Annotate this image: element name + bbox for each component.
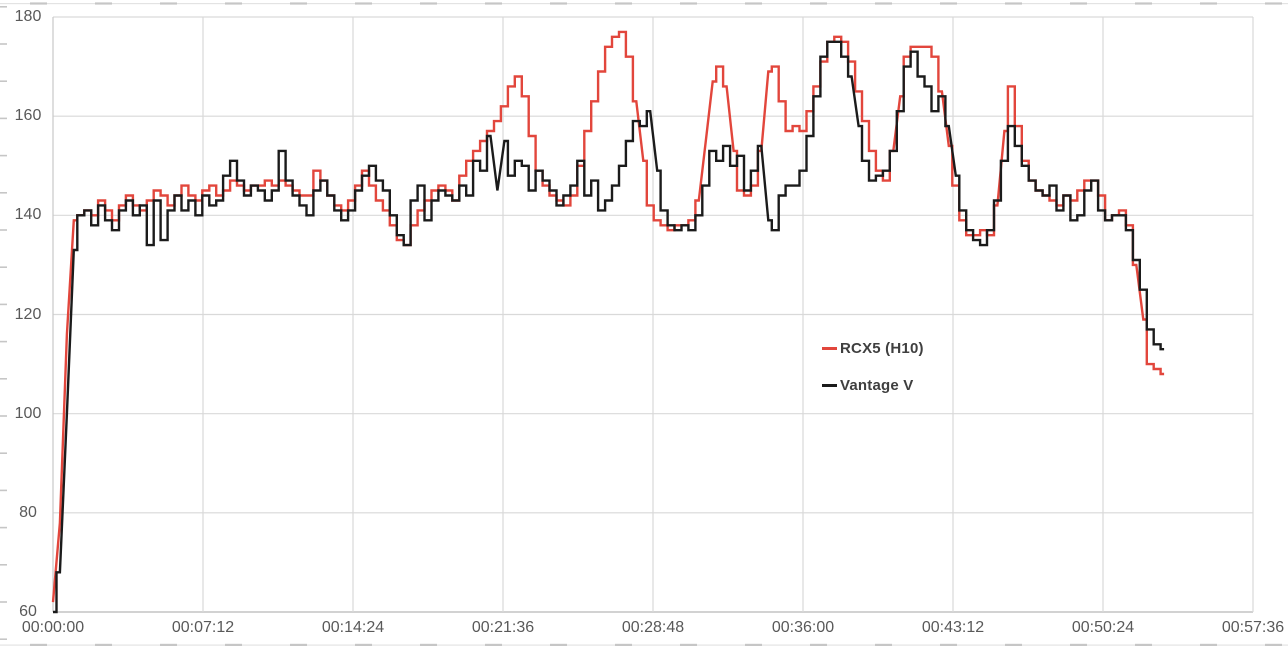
sheet-column-tick xyxy=(680,643,697,646)
sheet-column-tick xyxy=(745,2,762,5)
sheet-column-tick xyxy=(810,643,827,646)
sheet-column-tick xyxy=(290,2,307,5)
sheet-column-tick xyxy=(225,2,242,5)
sheet-column-tick xyxy=(95,2,112,5)
sheet-row-tick xyxy=(0,80,7,82)
sheet-column-tick xyxy=(875,643,892,646)
sheet-column-tick xyxy=(550,2,567,5)
sheet-row-tick xyxy=(0,564,7,566)
sheet-row-tick xyxy=(0,117,7,120)
sheet-column-tick xyxy=(420,2,437,5)
sheet-column-tick xyxy=(1070,643,1087,646)
x-axis-label-4: 00:28:48 xyxy=(621,619,685,636)
x-axis-label-7: 00:50:24 xyxy=(1071,619,1135,636)
y-axis-label-80: 80 xyxy=(19,503,37,521)
sheet-column-tick xyxy=(1135,2,1152,5)
sheet-row-tick xyxy=(0,266,7,268)
sheet-column-tick xyxy=(550,643,567,646)
sheet-top-gridline xyxy=(0,3,1288,5)
sheet-row-tick xyxy=(0,601,7,603)
y-axis-label-180: 180 xyxy=(14,8,42,25)
x-axis-label-1: 00:07:12 xyxy=(171,619,235,636)
legend-swatch-rcx5-h10-icon xyxy=(822,347,837,350)
legend-item-rcx5-h10: RCX5 (H10) xyxy=(822,330,924,367)
sheet-row-tick xyxy=(0,340,7,343)
x-axis-label-3: 00:21:36 xyxy=(471,619,535,636)
sheet-row-tick xyxy=(0,43,7,45)
sheet-column-tick xyxy=(95,643,112,646)
legend-swatch-vantage-v-icon xyxy=(822,384,837,387)
sheet-column-tick xyxy=(1005,2,1022,5)
sheet-row-tick xyxy=(0,154,7,157)
y-axis-label-60: 60 xyxy=(19,603,37,620)
sheet-column-tick xyxy=(160,643,177,646)
sheet-column-tick xyxy=(1135,643,1152,646)
sheet-bottom-gridline xyxy=(0,644,1288,646)
sheet-row-tick xyxy=(0,489,7,492)
x-axis-label-0: 00:00:00 xyxy=(21,619,85,636)
sheet-column-tick xyxy=(1265,2,1282,5)
sheet-column-tick xyxy=(30,643,47,646)
sheet-row-tick xyxy=(0,452,7,454)
sheet-column-tick xyxy=(355,643,372,646)
legend-item-vantage-v: Vantage V xyxy=(822,367,924,404)
sheet-column-tick xyxy=(615,2,632,5)
y-axis-label-120: 120 xyxy=(14,305,42,323)
sheet-column-tick xyxy=(940,643,957,646)
sheet-row-tick xyxy=(0,526,7,529)
sheet-row-tick xyxy=(0,638,7,640)
sheet-row-tick xyxy=(0,303,7,306)
sheet-row-tick xyxy=(0,415,7,417)
sheet-row-tick xyxy=(0,229,7,231)
x-axis-label-8: 00:57:36 xyxy=(1221,619,1285,636)
sheet-column-tick xyxy=(485,2,502,5)
x-axis-label-5: 00:36:00 xyxy=(771,619,835,636)
sheet-column-tick xyxy=(30,2,47,5)
sheet-column-tick xyxy=(1200,643,1217,646)
legend-label-rcx5-h10: RCX5 (H10) xyxy=(840,340,924,357)
sheet-column-tick xyxy=(1005,643,1022,646)
x-axis-label-6: 00:43:12 xyxy=(921,619,985,636)
sheet-column-tick xyxy=(680,2,697,5)
series-line-rcx5-h10 xyxy=(51,30,1165,603)
sheet-column-tick xyxy=(225,643,242,646)
sheet-column-tick xyxy=(290,643,307,646)
sheet-column-tick xyxy=(745,643,762,646)
sheet-column-tick xyxy=(875,2,892,5)
sheet-column-tick xyxy=(1070,2,1087,5)
y-axis-label-160: 160 xyxy=(14,107,42,125)
legend-label-vantage-v: Vantage V xyxy=(840,377,914,394)
sheet-column-tick xyxy=(1265,643,1282,646)
sheet-column-tick xyxy=(1200,2,1217,5)
sheet-row-tick xyxy=(0,192,7,194)
x-axis-label-2: 00:14:24 xyxy=(321,619,385,636)
sheet-row-tick xyxy=(0,6,7,8)
sheet-column-tick xyxy=(810,2,827,5)
sheet-column-tick xyxy=(160,2,177,5)
sheet-column-tick xyxy=(355,2,372,5)
y-axis-label-140: 140 xyxy=(14,206,42,224)
series-line-vantage-v xyxy=(53,40,1165,614)
y-axis-label-100: 100 xyxy=(14,404,42,422)
sheet-column-tick xyxy=(485,643,502,646)
sheet-row-tick xyxy=(0,378,7,380)
chart-legend: RCX5 (H10) Vantage V xyxy=(822,330,924,404)
sheet-column-tick xyxy=(615,643,632,646)
sheet-column-tick xyxy=(420,643,437,646)
sheet-column-tick xyxy=(940,2,957,5)
